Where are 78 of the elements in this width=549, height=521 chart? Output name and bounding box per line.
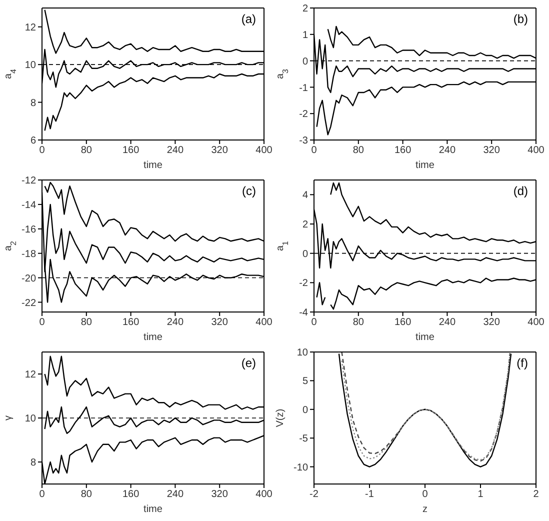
x-tick-label: 160 — [394, 145, 412, 156]
y-tick-label: -2 — [299, 278, 308, 290]
x-tick-label: 320 — [211, 317, 228, 328]
x-axis-title: z — [422, 504, 428, 515]
y-tick-label: -18 — [22, 248, 36, 260]
x-tick-label: 0 — [39, 317, 46, 328]
x-tick-label: 400 — [256, 317, 273, 328]
x-tick-label: -2 — [310, 489, 319, 500]
y-tick-label: 10 — [24, 414, 36, 425]
annotation: (d) — [513, 184, 528, 198]
x-tick-label: 0 — [422, 489, 428, 500]
x-axis-title: time — [416, 332, 435, 343]
y-tick-label: 4 — [302, 190, 308, 202]
x-tick-label: 1 — [478, 489, 484, 500]
x-tick-label: 400 — [528, 145, 545, 156]
y-tick-label: 8 — [30, 98, 36, 109]
annotation: (c) — [242, 184, 256, 198]
y-tick-label: 5 — [302, 376, 308, 388]
y-tick-label: 2 — [302, 220, 308, 231]
annotation: (e) — [241, 356, 256, 370]
x-tick-label: 2 — [533, 489, 540, 500]
x-tick-label: 160 — [122, 489, 140, 500]
y-tick-label: -20 — [22, 273, 36, 284]
x-tick-label: 0 — [39, 489, 46, 500]
x-tick-label: 80 — [80, 489, 92, 500]
x-tick-label: 80 — [80, 145, 92, 156]
annotation: (b) — [513, 12, 528, 26]
y-tick-label: 0 — [302, 248, 308, 260]
x-tick-label: 240 — [166, 145, 184, 156]
x-axis-title: time — [144, 332, 163, 343]
x-tick-label: 400 — [256, 145, 273, 156]
x-tick-label: 320 — [483, 145, 500, 156]
y-tick-label: -3 — [299, 136, 308, 147]
x-tick-label: 240 — [166, 317, 184, 328]
x-tick-label: 0 — [39, 145, 46, 156]
annotation: (a) — [241, 12, 256, 26]
y-tick-label: -22 — [22, 298, 36, 309]
x-tick-label: 160 — [394, 317, 412, 328]
y-tick-label: 12 — [24, 370, 36, 381]
x-tick-label: 0 — [311, 317, 318, 328]
x-tick-label: 0 — [311, 145, 318, 156]
y-tick-label: -14 — [22, 200, 36, 211]
x-tick-label: 240 — [166, 489, 184, 500]
y-tick-label: 0 — [302, 56, 308, 68]
x-tick-label: 320 — [211, 145, 228, 156]
x-axis-title: time — [144, 504, 163, 515]
y-tick-label: 2 — [302, 4, 308, 15]
y-tick-label: -10 — [294, 462, 308, 474]
x-tick-label: 400 — [528, 317, 545, 328]
y-tick-label: -1 — [299, 82, 308, 94]
y-tick-label: 1 — [302, 30, 308, 41]
x-tick-label: 240 — [438, 317, 456, 328]
y-tick-label: 6 — [30, 136, 36, 147]
y-tick-label: -5 — [299, 434, 308, 445]
y-tick-label: 12 — [24, 22, 36, 34]
y-tick-label: -16 — [22, 224, 36, 236]
x-tick-label: 240 — [438, 145, 456, 156]
y-tick-label: -2 — [299, 109, 308, 120]
y-tick-label: -12 — [22, 176, 36, 187]
y-tick-label: 10 — [24, 60, 36, 72]
x-tick-label: 400 — [256, 489, 273, 500]
x-tick-label: 160 — [122, 317, 140, 328]
y-axis-title: V(z) — [275, 408, 286, 428]
x-tick-label: 80 — [352, 317, 364, 328]
y-tick-label: 0 — [302, 404, 308, 416]
x-axis-title: time — [416, 160, 435, 171]
x-tick-label: 160 — [122, 145, 140, 156]
x-tick-label: 80 — [80, 317, 92, 328]
x-tick-label: 320 — [211, 489, 228, 500]
x-axis-title: time — [144, 160, 163, 171]
y-tick-label: -4 — [299, 308, 308, 319]
y-tick-label: 10 — [296, 348, 308, 359]
x-tick-label: 80 — [352, 145, 364, 156]
annotation: (f) — [516, 356, 528, 370]
y-tick-label: 8 — [30, 458, 36, 469]
x-tick-label: -1 — [365, 489, 374, 500]
x-tick-label: 320 — [483, 317, 500, 328]
y-axis-title: γ — [3, 416, 14, 420]
